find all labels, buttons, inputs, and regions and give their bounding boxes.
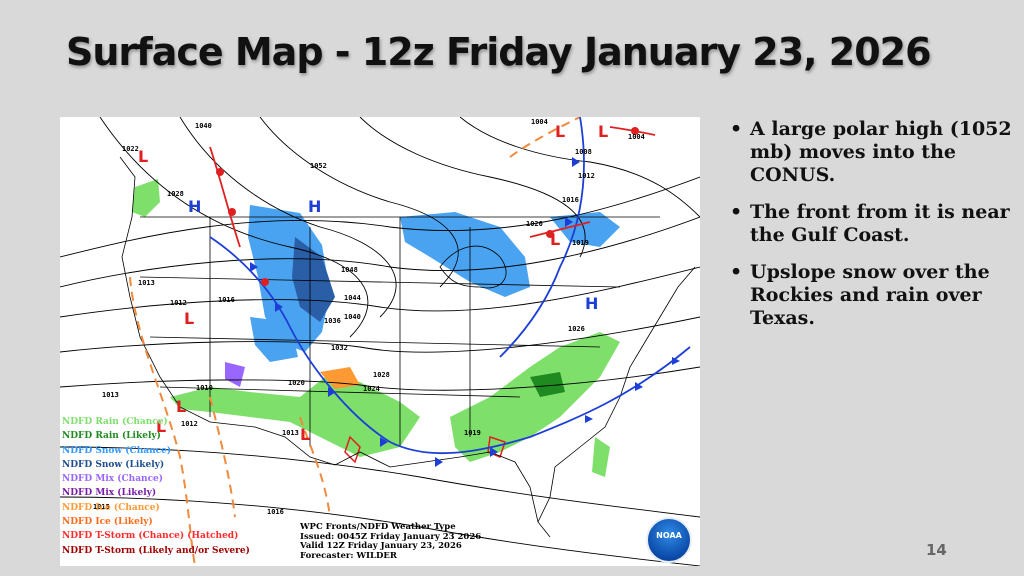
low-center: L [138, 147, 148, 166]
front-symbols [216, 127, 680, 467]
legend-item: NDFD Snow (Chance) [62, 445, 172, 456]
svg-text:1044: 1044 [344, 294, 361, 302]
svg-text:1004: 1004 [531, 118, 548, 126]
low-center: L [300, 425, 310, 444]
legend-item: NDFD Ice (Likely) [62, 517, 153, 528]
svg-text:1026: 1026 [568, 325, 585, 333]
svg-text:1024: 1024 [363, 385, 380, 393]
surface-weather-map: H H H L L L L L L L L 1040 1022 1052 102… [60, 117, 700, 566]
svg-text:1036: 1036 [324, 317, 341, 325]
slide-title: Surface Map - 12z Friday January 23, 202… [66, 30, 932, 74]
svg-text:1020: 1020 [526, 220, 543, 228]
info-line: Valid 12Z Friday January 23, 2026 [300, 541, 462, 551]
svg-text:1022: 1022 [122, 145, 139, 153]
svg-text:1013: 1013 [282, 429, 299, 437]
isobar-labels: 1040 1022 1052 1028 1013 1012 1016 1048 … [93, 118, 645, 516]
info-line: WPC Fronts/NDFD Weather Type [300, 522, 456, 532]
low-center: L [550, 230, 560, 249]
svg-text:1019: 1019 [572, 239, 589, 247]
pressure-centers: H H H L L L L L L L L [138, 122, 608, 444]
svg-text:1032: 1032 [331, 344, 348, 352]
legend-item: NDFD Snow (Likely) [62, 459, 165, 470]
svg-text:1016: 1016 [267, 508, 284, 516]
map-legend: NDFD Rain (Chance) NDFD Rain (Likely) ND… [62, 415, 250, 558]
cold-fronts [209, 117, 691, 455]
bullet-item: Upslope snow over the Rockies and rain o… [728, 261, 1020, 330]
svg-text:1016: 1016 [218, 296, 235, 304]
svg-text:1040: 1040 [195, 122, 212, 130]
svg-text:1028: 1028 [373, 371, 390, 379]
info-line: Forecaster: WILDER [300, 550, 397, 561]
svg-text:1015: 1015 [93, 503, 110, 511]
coastlines [119, 156, 696, 538]
info-line: Issued: 0045Z Friday January 23 2026 [300, 531, 482, 542]
legend-item: NDFD Mix (Likely) [62, 488, 157, 499]
svg-text:1012: 1012 [170, 299, 187, 307]
svg-text:1019: 1019 [464, 429, 481, 437]
svg-text:1040: 1040 [344, 313, 361, 321]
low-center: L [176, 397, 186, 416]
svg-text:1004: 1004 [628, 133, 645, 141]
low-center: L [156, 417, 166, 436]
svg-text:1048: 1048 [341, 266, 358, 274]
legend-item: NDFD Rain (Likely) [62, 431, 161, 442]
high-center: H [188, 197, 201, 216]
svg-text:1016: 1016 [562, 196, 579, 204]
precip-areas [132, 179, 620, 477]
noaa-logo-text: NOAA [656, 531, 682, 540]
legend-item: NDFD T-Storm (Chance) (Hatched) [62, 531, 239, 542]
bullet-item: A large polar high (1052 mb) moves into … [728, 118, 1020, 187]
low-center: L [598, 122, 608, 141]
svg-text:1013: 1013 [102, 391, 119, 399]
high-center: H [585, 294, 598, 313]
map-canvas: H H H L L L L L L L L 1040 1022 1052 102… [60, 117, 700, 566]
legend-item: NDFD Rain (Chance) [62, 417, 168, 427]
troughs [129, 117, 581, 566]
legend-item: NDFD T-Storm (Likely and/or Severe) [62, 545, 250, 556]
svg-text:1020: 1020 [288, 379, 305, 387]
svg-text:1012: 1012 [181, 420, 198, 428]
legend-item: NDFD Ice (Chance) [62, 502, 160, 513]
svg-text:1052: 1052 [310, 162, 327, 170]
noaa-logo: NOAA [646, 517, 692, 563]
bullet-item: The front from it is near the Gulf Coast… [728, 201, 1020, 247]
svg-text:1010: 1010 [196, 384, 213, 392]
low-center: L [184, 309, 194, 328]
map-info-block: WPC Fronts/NDFD Weather Type Issued: 004… [300, 522, 482, 561]
legend-item: NDFD Mix (Chance) [62, 474, 164, 485]
page-number: 14 [926, 541, 947, 559]
svg-text:1008: 1008 [575, 148, 592, 156]
isobars [60, 117, 700, 566]
low-center: L [555, 122, 565, 141]
svg-text:1012: 1012 [578, 172, 595, 180]
high-center: H [308, 197, 321, 216]
bullet-list: A large polar high (1052 mb) moves into … [728, 118, 1020, 344]
svg-text:1013: 1013 [138, 279, 155, 287]
svg-text:1028: 1028 [167, 190, 184, 198]
